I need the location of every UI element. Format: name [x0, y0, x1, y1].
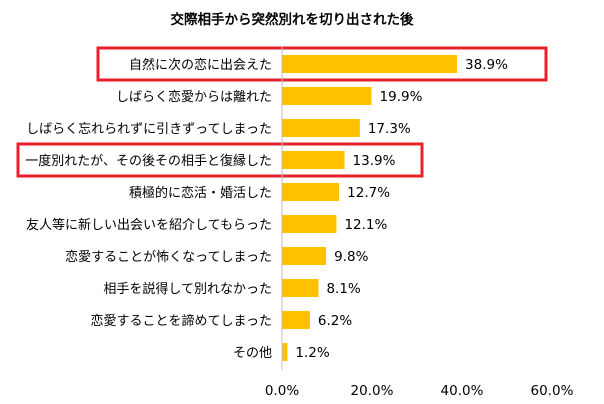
- highlight-box: [96, 46, 548, 82]
- value-label: 12.7%: [347, 185, 390, 201]
- bar: [282, 311, 310, 329]
- bar: [282, 151, 345, 169]
- value-label: 17.3%: [368, 121, 411, 137]
- category-label: 友人等に新しい出会いを紹介してもらった: [26, 217, 272, 233]
- bar: [282, 247, 327, 265]
- value-label: 19.9%: [380, 89, 423, 105]
- category-label: 恋愛することが怖くなってしまった: [65, 249, 272, 265]
- x-tick-label: 60.0%: [531, 383, 574, 399]
- bar: [282, 55, 458, 73]
- category-label: 積極的に恋活・婚活した: [129, 185, 272, 201]
- value-label: 13.9%: [353, 153, 396, 169]
- x-tick-label: 40.0%: [441, 383, 484, 399]
- category-label: しばらく恋愛からは離れた: [116, 89, 272, 105]
- category-label: 一度別れたが、その後その相手と復縁した: [25, 153, 272, 169]
- x-tick-label: 20.0%: [351, 383, 394, 399]
- bar: [282, 343, 288, 361]
- category-label: しばらく忘れられずに引きずってしまった: [26, 122, 272, 137]
- x-tick-label: 0.0%: [265, 383, 299, 399]
- value-label: 12.1%: [344, 217, 387, 233]
- value-label: 9.8%: [334, 249, 368, 265]
- value-label: 6.2%: [318, 313, 352, 329]
- bar: [282, 215, 337, 233]
- chart-title: 交際相手から突然別れを切り出された後: [171, 11, 414, 28]
- value-label: 38.9%: [465, 57, 508, 73]
- category-label: 自然に次の恋に出会えた: [129, 57, 272, 73]
- bar: [282, 183, 340, 201]
- bar: [282, 279, 319, 297]
- value-label: 8.1%: [326, 281, 360, 297]
- bar: [282, 87, 372, 105]
- category-label: 恋愛することを諦めてしまった: [91, 313, 272, 329]
- value-label: 1.2%: [295, 345, 329, 361]
- bar: [282, 119, 360, 137]
- category-label: 相手を説得して別れなかった: [103, 281, 272, 297]
- category-label: その他: [233, 346, 272, 361]
- highlight-box: [16, 142, 424, 178]
